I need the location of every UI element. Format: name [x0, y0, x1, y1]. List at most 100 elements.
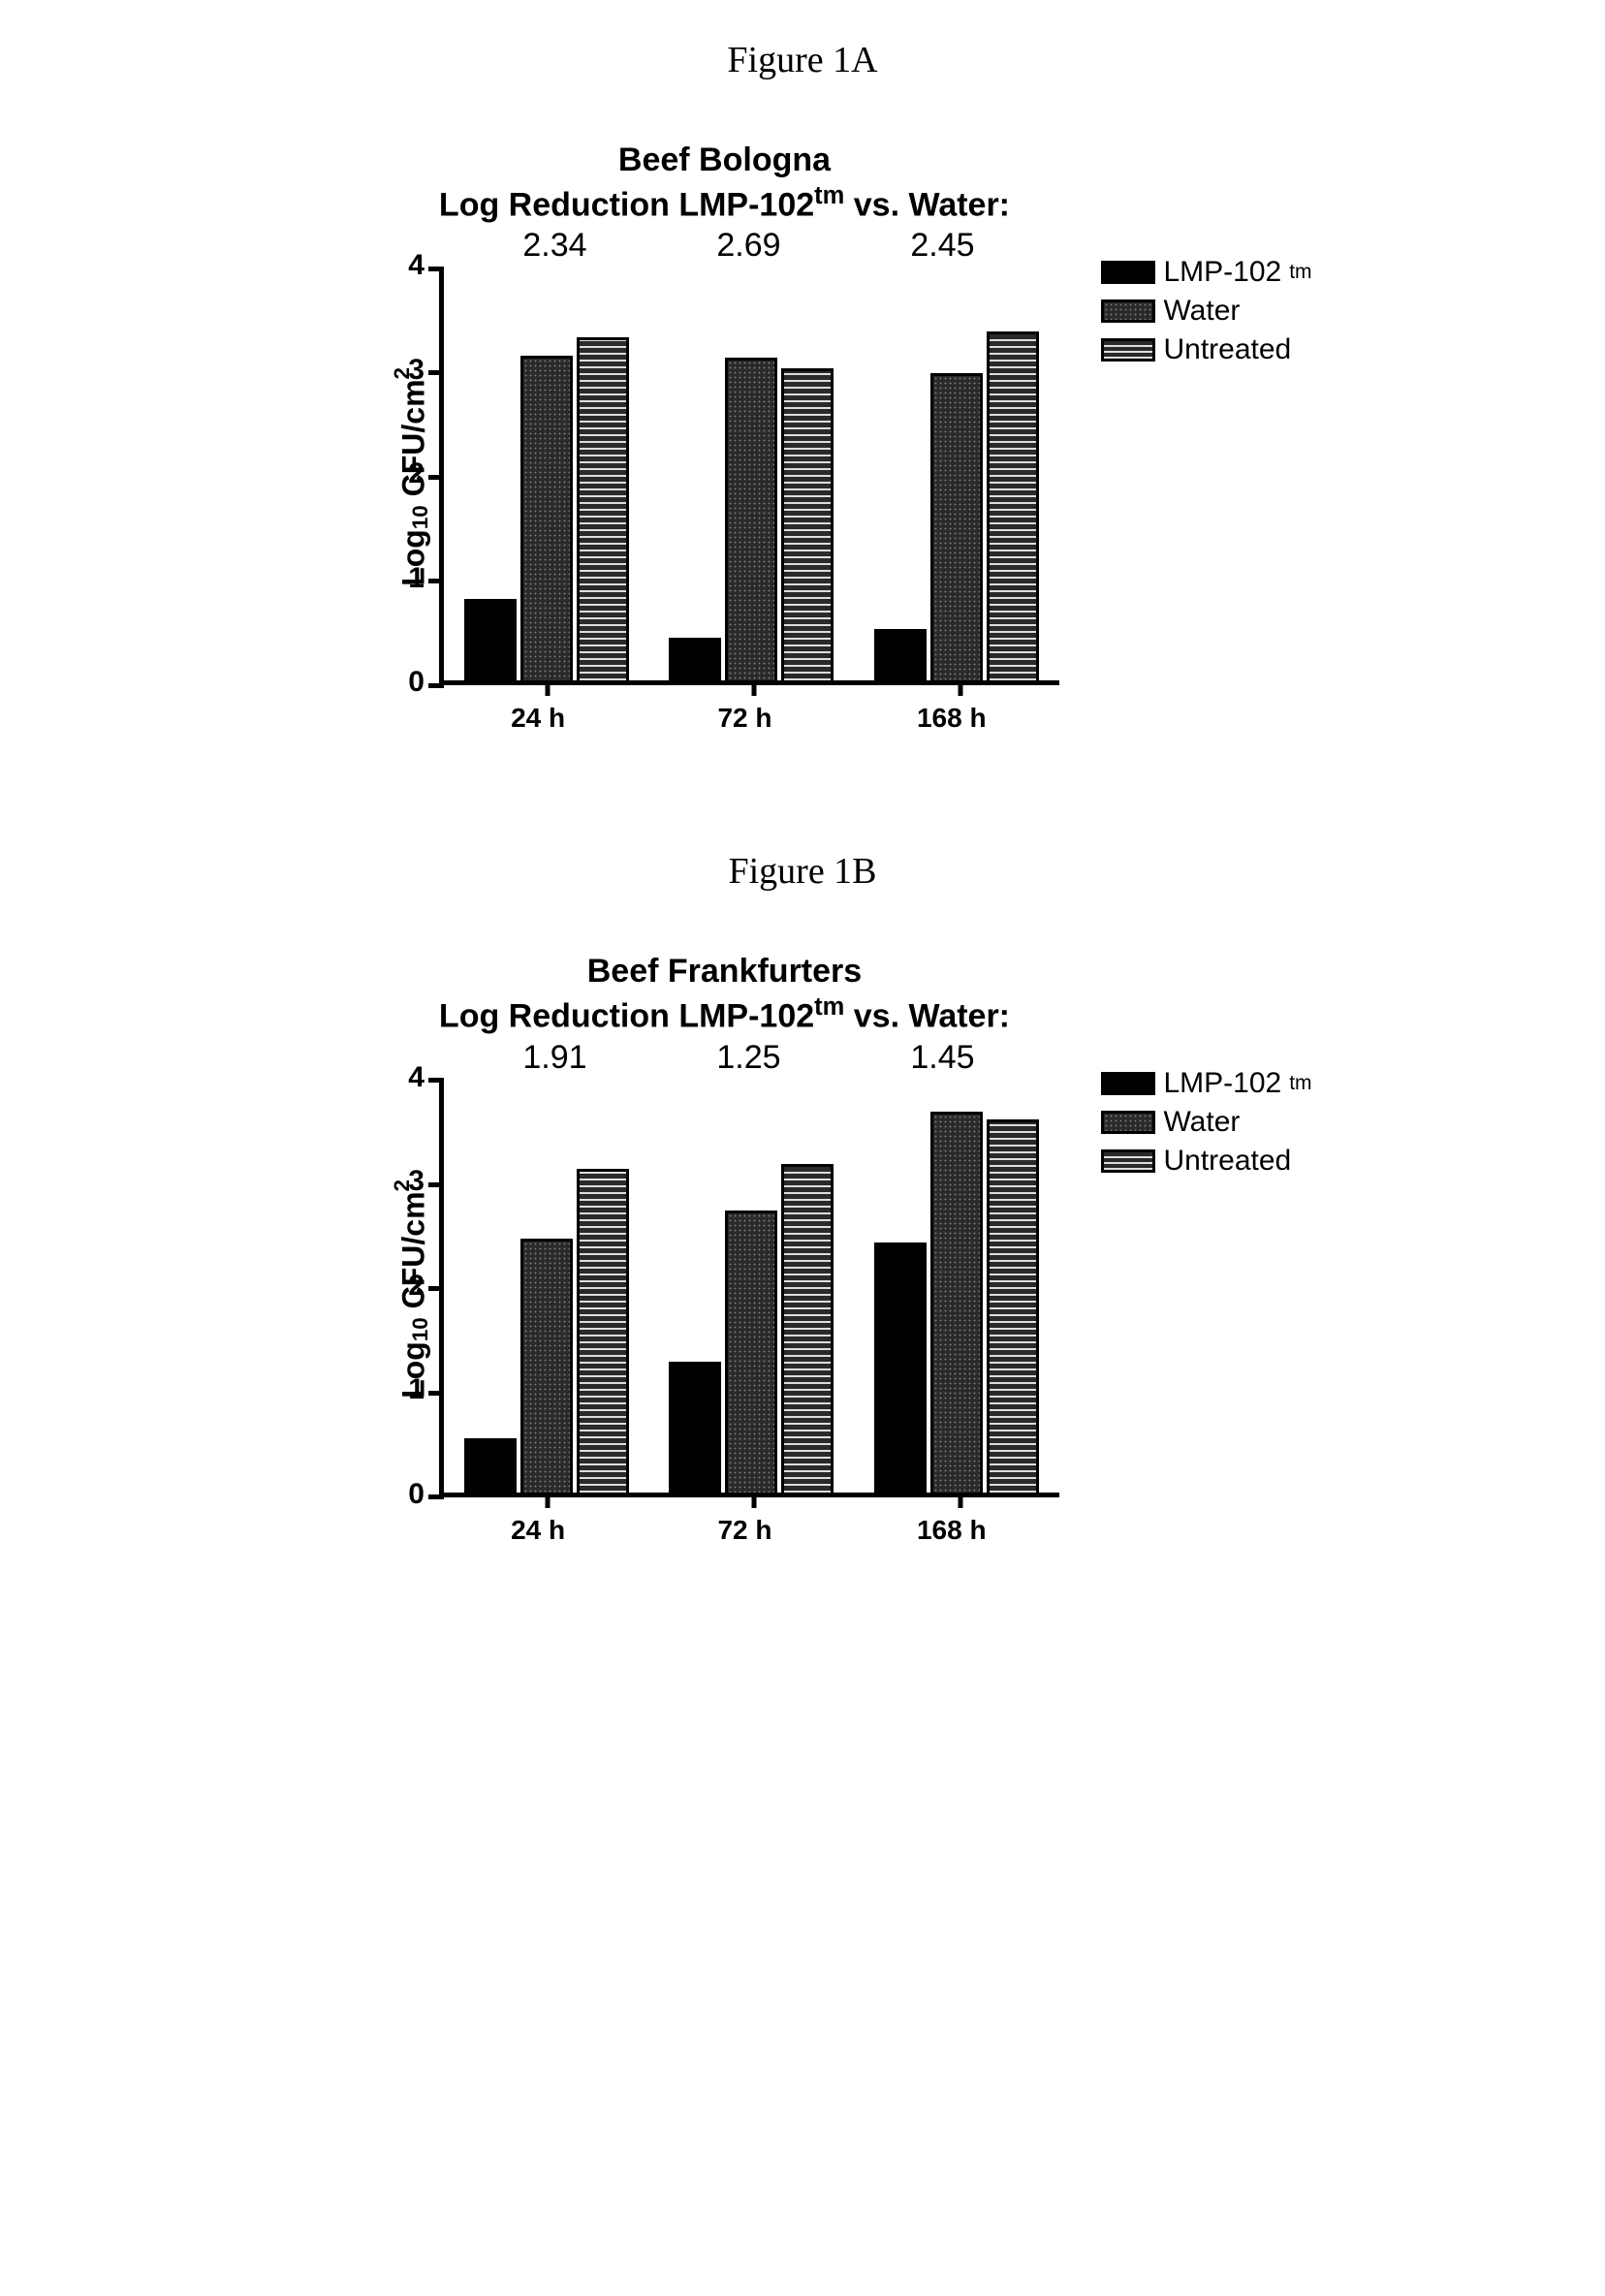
bar	[577, 1169, 629, 1492]
chart-title-prefix: Log Reduction LMP-102	[439, 186, 814, 223]
figure-label: Figure 1B	[728, 850, 876, 893]
bar	[781, 1164, 834, 1493]
reduction-value: 1.45	[910, 1039, 974, 1077]
x-tick-label: 168 h	[951, 703, 952, 734]
reduction-values-row: 2.34 2.69 2.45	[370, 227, 1078, 268]
x-tick-label: 168 h	[951, 1515, 952, 1546]
x-tick-label: 72 h	[744, 703, 745, 734]
chart-title-suffix: vs. Water:	[844, 186, 1010, 223]
legend-label: Water	[1163, 1106, 1240, 1139]
y-tick	[428, 1182, 444, 1187]
bar	[930, 1112, 983, 1492]
y-tick	[428, 683, 444, 688]
bar	[520, 356, 573, 680]
legend-swatch	[1101, 261, 1155, 284]
plot-area: 01234	[439, 268, 1059, 685]
figure-1a: Figure 1A Beef Bologna Log Reduction LMP…	[58, 39, 1547, 734]
legend-swatch	[1101, 1072, 1155, 1095]
legend-label-sup: tm	[1289, 1072, 1311, 1095]
chart-title-line2: Log Reduction LMP-102tm vs. Water:	[439, 992, 1010, 1037]
bar	[781, 368, 834, 681]
chart-title-line2: Log Reduction LMP-102tm vs. Water:	[439, 181, 1010, 226]
bar-groups	[444, 1081, 1059, 1493]
legend-label: LMP-102	[1163, 1067, 1281, 1100]
bar	[520, 1239, 573, 1492]
figure-label: Figure 1A	[727, 39, 877, 81]
bar	[725, 1211, 777, 1492]
legend-label: Untreated	[1163, 333, 1291, 366]
legend-swatch	[1101, 1111, 1155, 1134]
bar	[987, 331, 1039, 680]
x-tick	[545, 680, 550, 696]
y-tick-label: 3	[408, 354, 425, 387]
legend-item: Water	[1101, 295, 1311, 328]
plot-area: 01234	[439, 1081, 1059, 1497]
chart-core: Beef Bologna Log Reduction LMP-102tm vs.…	[370, 140, 1078, 734]
legend: LMP-102 tm Water Untreated	[1101, 1067, 1311, 1183]
x-tick	[545, 1493, 550, 1508]
ylabel-sub: 10	[408, 506, 432, 530]
chart-title-sup: tm	[814, 993, 844, 1021]
y-tick	[428, 267, 444, 271]
legend-swatch	[1101, 1149, 1155, 1173]
plot-row: Log10 CFU/cm2 01234	[390, 1081, 1059, 1497]
x-tick	[751, 1493, 756, 1508]
y-tick	[428, 1078, 444, 1083]
ylabel-sub: 10	[408, 1317, 432, 1341]
y-tick-label: 3	[408, 1165, 425, 1198]
x-tick	[751, 680, 756, 696]
legend-swatch	[1101, 299, 1155, 323]
page: Figure 1A Beef Bologna Log Reduction LMP…	[58, 39, 1547, 1546]
bar	[464, 599, 517, 680]
x-tick	[959, 1493, 963, 1508]
reduction-value: 2.34	[522, 227, 586, 265]
chart-container: Beef Frankfurters Log Reduction LMP-102t…	[370, 951, 1311, 1545]
legend-label: Untreated	[1163, 1145, 1291, 1178]
chart-title: Beef Frankfurters Log Reduction LMP-102t…	[439, 951, 1010, 1036]
chart-title-line1: Beef Frankfurters	[439, 951, 1010, 992]
x-tick-label: 72 h	[744, 1515, 745, 1546]
y-tick-label: 4	[408, 249, 425, 282]
y-tick	[428, 1286, 444, 1291]
reduction-values-row: 1.91 1.25 1.45	[370, 1039, 1078, 1081]
x-tick-label: 24 h	[538, 703, 539, 734]
x-tick	[959, 680, 963, 696]
legend-item: Untreated	[1101, 333, 1311, 366]
bar	[930, 373, 983, 680]
y-tick-label: 4	[408, 1061, 425, 1094]
y-tick-label: 1	[408, 562, 425, 595]
legend-item: LMP-102 tm	[1101, 256, 1311, 289]
chart-title-line1: Beef Bologna	[439, 140, 1010, 181]
y-tick-label: 0	[408, 1478, 425, 1511]
y-tick	[428, 1391, 444, 1396]
legend-item: LMP-102 tm	[1101, 1067, 1311, 1100]
bar-group	[874, 331, 1039, 680]
chart-core: Beef Frankfurters Log Reduction LMP-102t…	[370, 951, 1078, 1545]
legend-swatch	[1101, 338, 1155, 362]
bar-groups	[444, 268, 1059, 680]
legend-item: Untreated	[1101, 1145, 1311, 1178]
y-tick	[428, 370, 444, 375]
bar	[464, 1438, 517, 1493]
bar	[874, 629, 927, 681]
y-tick-label: 2	[408, 1270, 425, 1303]
chart-title-suffix: vs. Water:	[844, 997, 1010, 1034]
legend-label-sup: tm	[1289, 261, 1311, 284]
y-tick-label: 2	[408, 457, 425, 490]
figure-1b: Figure 1B Beef Frankfurters Log Reductio…	[58, 850, 1547, 1545]
legend-item: Water	[1101, 1106, 1311, 1139]
y-tick-label: 1	[408, 1373, 425, 1406]
reduction-value: 1.91	[522, 1039, 586, 1077]
bar	[669, 1362, 721, 1492]
y-tick	[428, 475, 444, 480]
bar	[874, 1242, 927, 1493]
legend: LMP-102 tm Water Untreated	[1101, 256, 1311, 372]
legend-label: LMP-102	[1163, 256, 1281, 289]
chart-title-sup: tm	[814, 182, 844, 209]
y-tick-label: 0	[408, 666, 425, 699]
bar	[987, 1119, 1039, 1493]
bar-group	[669, 358, 834, 680]
bar	[577, 337, 629, 681]
y-tick	[428, 1494, 444, 1499]
reduction-value: 2.45	[910, 227, 974, 265]
